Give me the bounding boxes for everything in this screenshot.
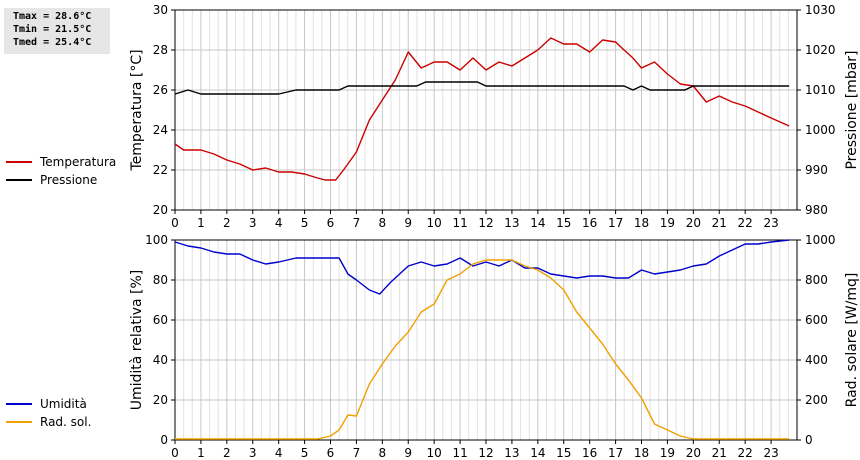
x-tick-label: 11 xyxy=(452,446,467,460)
x-tick-label: 20 xyxy=(686,446,701,460)
series-line-temperatura xyxy=(174,37,790,181)
y2-tick-label: 990 xyxy=(805,163,828,177)
tmin-label: Tmin = 21.5°C xyxy=(13,24,92,35)
x-tick-label: 20 xyxy=(686,216,701,230)
y2-tick-label: 200 xyxy=(805,393,828,407)
y-tick-label: 60 xyxy=(153,313,168,327)
y-tick-label: 0 xyxy=(160,433,168,447)
x-tick-label: 18 xyxy=(634,446,649,460)
x-tick-label: 8 xyxy=(379,446,387,460)
y2-tick-label: 800 xyxy=(805,273,828,287)
x-tick-label: 2 xyxy=(223,216,231,230)
legend-swatch xyxy=(6,161,32,163)
x-tick-label: 3 xyxy=(249,216,257,230)
legend-swatch xyxy=(6,421,32,423)
x-tick-label: 21 xyxy=(712,216,727,230)
y-tick-label: 20 xyxy=(153,393,168,407)
x-tick-label: 13 xyxy=(504,216,519,230)
x-tick-label: 8 xyxy=(379,216,387,230)
x-tick-label: 15 xyxy=(556,216,571,230)
x-tick-label: 19 xyxy=(660,216,675,230)
x-tick-label: 12 xyxy=(478,216,493,230)
y2-tick-label: 600 xyxy=(805,313,828,327)
y2-tick-label: 1000 xyxy=(805,123,836,137)
x-tick-label: 15 xyxy=(556,446,571,460)
legend-swatch xyxy=(6,179,32,181)
x-tick-label: 17 xyxy=(608,216,623,230)
y-tick-label: 100 xyxy=(145,233,168,247)
y-tick-label: 80 xyxy=(153,273,168,287)
y2-tick-label: 1000 xyxy=(805,233,836,247)
legend-item-pressione: Pressione xyxy=(6,171,116,189)
x-tick-label: 4 xyxy=(275,446,283,460)
y2-tick-label: 980 xyxy=(805,203,828,217)
legend-item-temperatura: Temperatura xyxy=(6,153,116,171)
y-axis-title: Temperatura [°C] xyxy=(129,49,145,171)
x-tick-label: 7 xyxy=(353,216,361,230)
x-tick-label: 7 xyxy=(353,446,361,460)
x-tick-label: 22 xyxy=(738,446,753,460)
legend-label: Pressione xyxy=(40,173,98,187)
x-tick-label: 23 xyxy=(763,216,778,230)
x-tick-label: 16 xyxy=(582,446,597,460)
series-line-rad-sol xyxy=(175,259,790,440)
x-tick-label: 3 xyxy=(249,446,257,460)
x-tick-label: 16 xyxy=(582,216,597,230)
legend-top: Temperatura Pressione xyxy=(6,153,116,189)
tmax-label: Tmax = 28.6°C xyxy=(13,11,92,22)
legend-label: Umidità xyxy=(40,397,87,411)
x-tick-label: 14 xyxy=(530,216,545,230)
x-tick-label: 12 xyxy=(478,446,493,460)
x-tick-label: 10 xyxy=(427,216,442,230)
x-tick-label: 0 xyxy=(171,216,179,230)
y2-tick-label: 0 xyxy=(805,433,813,447)
x-tick-label: 0 xyxy=(171,446,179,460)
x-tick-label: 23 xyxy=(763,446,778,460)
x-tick-label: 21 xyxy=(712,446,727,460)
x-tick-label: 2 xyxy=(223,446,231,460)
x-tick-label: 4 xyxy=(275,216,283,230)
x-tick-label: 14 xyxy=(530,446,545,460)
y2-axis-title: Pressione [mbar] xyxy=(844,50,860,169)
x-tick-label: 5 xyxy=(301,216,309,230)
x-tick-label: 9 xyxy=(404,446,412,460)
x-tick-label: 9 xyxy=(404,216,412,230)
y2-tick-label: 1020 xyxy=(805,43,836,57)
y-tick-label: 22 xyxy=(153,163,168,177)
y2-tick-label: 1030 xyxy=(805,3,836,17)
y-tick-label: 24 xyxy=(153,123,168,137)
series-line-pressione xyxy=(174,81,790,95)
x-tick-label: 13 xyxy=(504,446,519,460)
x-tick-label: 1 xyxy=(197,446,205,460)
y-axis-title: Umidità relativa [%] xyxy=(129,270,145,411)
y-tick-label: 20 xyxy=(153,203,168,217)
y-tick-label: 30 xyxy=(153,3,168,17)
y2-axis-title: Rad. solare [W/mq] xyxy=(844,273,860,408)
x-tick-label: 6 xyxy=(327,446,335,460)
legend-label: Temperatura xyxy=(40,155,117,169)
y-tick-label: 28 xyxy=(153,43,168,57)
x-tick-label: 10 xyxy=(427,446,442,460)
x-tick-label: 5 xyxy=(301,446,309,460)
tmed-label: Tmed = 25.4°C xyxy=(13,37,92,48)
series-line-umidit xyxy=(174,239,790,295)
y2-tick-label: 1010 xyxy=(805,83,836,97)
x-tick-label: 1 xyxy=(197,216,205,230)
legend-bottom: Umidità Rad. sol. xyxy=(6,395,91,431)
x-tick-label: 6 xyxy=(327,216,335,230)
stats-box: Tmax = 28.6°C Tmin = 21.5°C Tmed = 25.4°… xyxy=(4,8,110,54)
x-tick-label: 17 xyxy=(608,446,623,460)
x-tick-label: 11 xyxy=(452,216,467,230)
legend-item-umidita: Umidità xyxy=(6,395,91,413)
y-tick-label: 26 xyxy=(153,83,168,97)
legend-swatch xyxy=(6,403,32,405)
legend-item-rad-sol: Rad. sol. xyxy=(6,413,91,431)
x-tick-label: 19 xyxy=(660,446,675,460)
y2-tick-label: 400 xyxy=(805,353,828,367)
x-tick-label: 22 xyxy=(738,216,753,230)
y-tick-label: 40 xyxy=(153,353,168,367)
x-tick-label: 18 xyxy=(634,216,649,230)
legend-label: Rad. sol. xyxy=(40,415,92,429)
